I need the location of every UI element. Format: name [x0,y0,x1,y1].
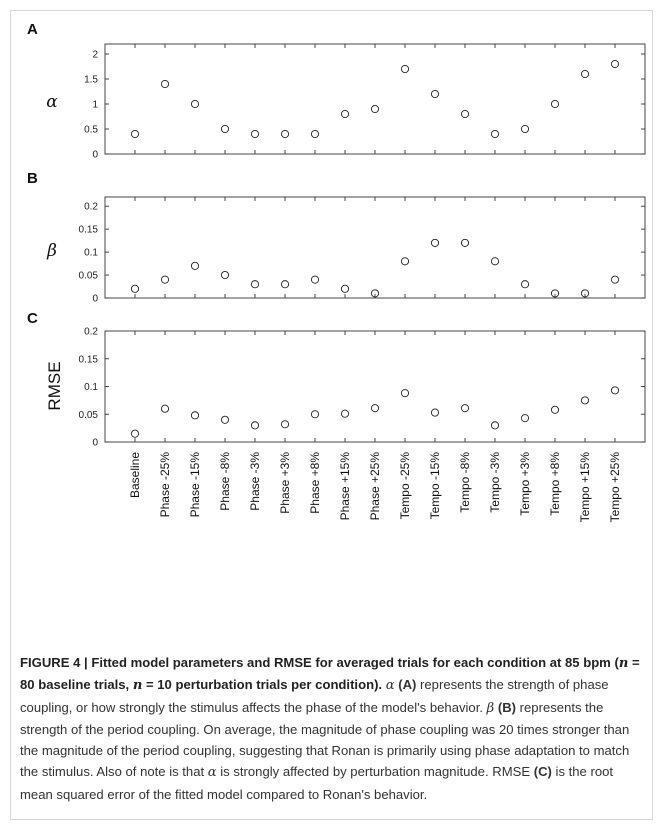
x-tick-label: Phase +3% [278,452,292,514]
x-tick-label: Tempo -25% [398,452,412,520]
data-point-c-13 [520,414,530,423]
data-point-a-7 [340,109,350,119]
figure-frame [10,10,653,820]
data-point-c-10 [430,408,440,417]
y-tick-label: 0.15 [79,225,99,236]
data-point-a-5 [280,129,290,139]
x-tick-label: Tempo -3% [488,452,502,513]
x-tick-label: Baseline [128,452,142,498]
data-point-a-2 [190,99,200,109]
y-tick-label: 0 [92,294,98,305]
y-tick-label: 0.15 [79,354,99,365]
data-point-c-3 [220,415,230,424]
figure-caption: FIGURE 4 | Fitted model parameters and R… [20,652,642,805]
x-tick-label: Phase -15% [188,452,202,518]
data-point-b-8 [370,289,380,298]
data-point-a-0 [130,129,140,139]
data-point-b-2 [190,261,200,270]
plot-frame-c [104,330,646,443]
data-point-b-1 [160,275,170,284]
y-tick-label: 1.5 [84,75,98,86]
data-point-a-13 [520,124,530,134]
y-tick-label: 1 [92,100,98,111]
panel-letter-c: C [27,310,38,327]
y-tick-label: 0.05 [79,410,99,421]
data-point-c-4 [250,421,260,430]
data-point-c-12 [490,421,500,430]
data-point-a-14 [550,99,560,109]
data-point-b-15 [580,289,590,298]
y-tick-label: 0 [92,150,98,161]
data-point-a-8 [370,104,380,114]
data-point-a-6 [310,129,320,139]
data-point-b-6 [310,275,320,284]
panel-letter-a: A [27,21,38,38]
caption-body: α (A) represents the strength of phase c… [20,677,630,802]
data-point-c-15 [580,396,590,405]
x-tick-label: Phase +15% [338,452,352,521]
x-tick-label: Tempo +15% [578,452,592,523]
x-tick-label: Phase +8% [308,452,322,514]
plot-frame-a [104,43,646,155]
data-point-c-1 [160,404,170,413]
data-point-b-16 [610,275,620,284]
y-tick-label: 0 [92,438,98,449]
data-point-c-11 [460,404,470,413]
data-point-b-7 [340,284,350,293]
plot-frame-b [104,196,646,299]
y-axis-label-b: β [46,241,57,261]
data-point-c-5 [280,420,290,429]
y-tick-label: 0.5 [84,125,98,136]
data-point-a-3 [220,124,230,134]
x-tick-label: Phase -3% [248,452,262,511]
data-point-c-9 [400,389,410,398]
x-tick-label: Phase -8% [218,452,232,511]
data-point-b-4 [250,280,260,289]
data-point-a-15 [580,69,590,79]
data-point-a-11 [460,109,470,119]
y-tick-label: 0.1 [84,382,98,393]
x-tick-label: Tempo -8% [458,452,472,513]
data-point-a-9 [400,64,410,74]
data-point-b-3 [220,270,230,280]
y-tick-label: 2 [92,50,98,61]
data-point-c-14 [550,405,560,414]
y-axis-label-c: RMSE [45,361,64,410]
data-point-b-12 [490,257,500,266]
x-tick-label: Tempo +3% [518,452,532,516]
y-axis-label-a: α [46,92,58,112]
x-tick-label: Phase -25% [158,452,172,518]
data-point-c-6 [310,410,320,419]
data-point-a-12 [490,129,500,139]
data-point-c-7 [340,409,350,418]
x-tick-label: Tempo +8% [548,452,562,516]
data-point-b-9 [400,257,410,266]
data-point-b-14 [550,289,560,298]
data-point-c-16 [610,386,620,395]
data-point-b-13 [520,280,530,289]
data-point-c-0 [130,429,140,438]
panel-letter-b: B [27,170,38,187]
data-point-a-16 [610,59,620,69]
data-point-b-0 [130,284,140,293]
data-point-b-5 [280,280,290,289]
data-point-a-4 [250,129,260,139]
caption-title: FIGURE 4 | Fitted model parameters and R… [20,655,640,694]
data-point-a-10 [430,89,440,99]
data-point-c-8 [370,404,380,413]
x-tick-label: Tempo +25% [608,452,622,523]
data-point-c-2 [190,411,200,420]
y-tick-label: 0.2 [84,327,98,338]
data-point-b-10 [430,238,440,247]
x-tick-label: Tempo -15% [428,452,442,520]
y-tick-label: 0.1 [84,248,98,259]
y-tick-label: 0.05 [79,271,99,282]
data-point-a-1 [160,79,170,89]
x-tick-label: Phase +25% [368,452,382,521]
data-point-b-11 [460,238,470,247]
y-tick-label: 0.2 [84,202,98,213]
figure-chart: A 0 0.5 1 1.5 2 α B 0 0.05 0.1 0.15 0.2 β C 0 0.05 0.1 0.1… [27,21,646,523]
